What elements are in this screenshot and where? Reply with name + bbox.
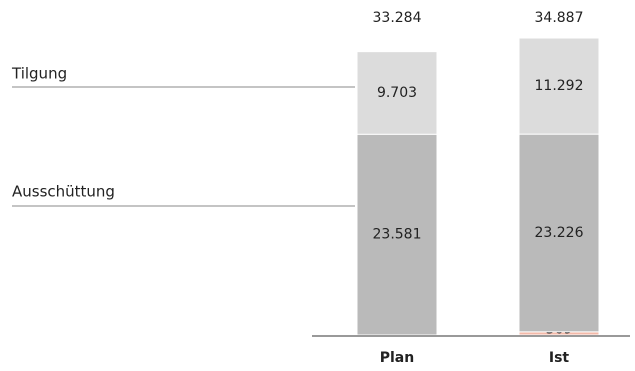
value-label: 11.292 bbox=[535, 78, 584, 94]
legend-label: Tilgung bbox=[11, 65, 67, 83]
bar-segment bbox=[356, 51, 438, 135]
total-label: 33.284 bbox=[373, 10, 422, 26]
bar-segment bbox=[356, 133, 438, 336]
x-tick-label: Plan bbox=[380, 350, 414, 366]
legend-label: Ausschüttung bbox=[12, 183, 115, 201]
bar-segment bbox=[518, 133, 600, 333]
value-label: 9.703 bbox=[377, 85, 417, 101]
x-tick-label: Ist bbox=[549, 350, 570, 366]
value-label: 23.581 bbox=[373, 227, 422, 243]
value-label: 23.226 bbox=[535, 225, 584, 241]
bar-segment bbox=[518, 37, 600, 135]
total-label: 34.887 bbox=[535, 10, 584, 26]
